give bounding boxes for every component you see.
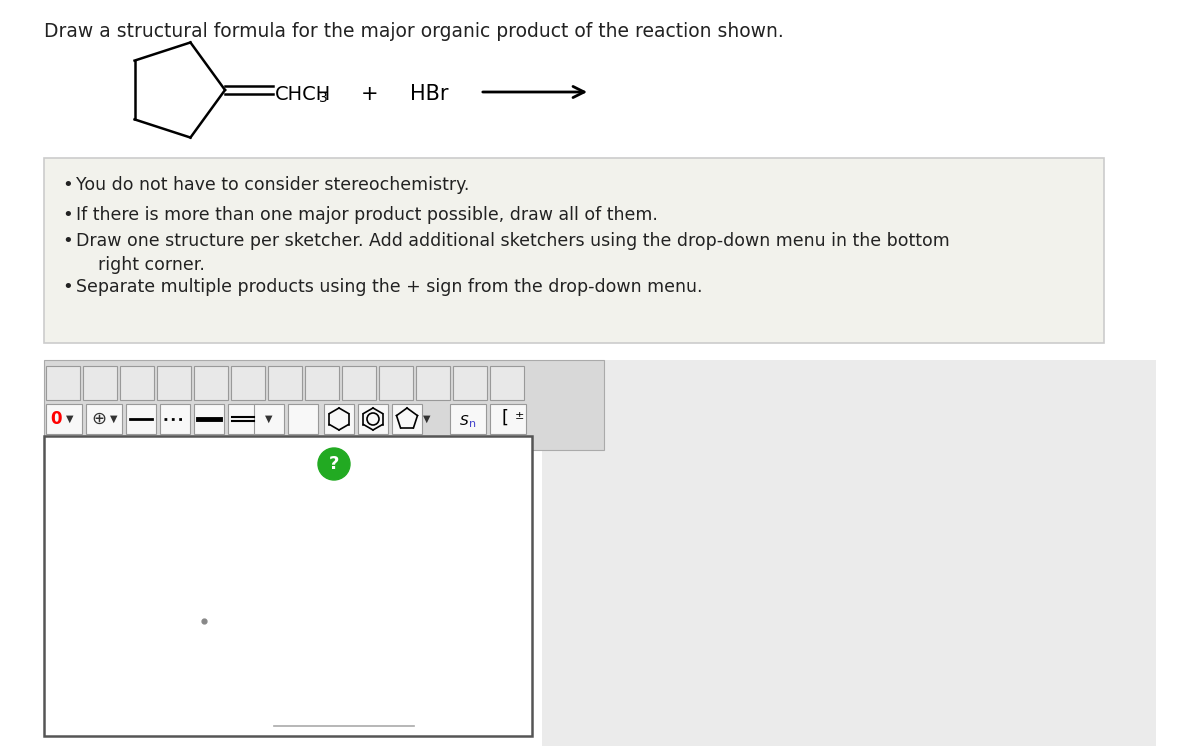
Bar xyxy=(288,404,318,434)
Bar xyxy=(157,366,191,400)
Text: Draw a structural formula for the major organic product of the reaction shown.: Draw a structural formula for the major … xyxy=(44,22,784,41)
Text: HBr: HBr xyxy=(410,84,449,104)
Bar xyxy=(160,404,190,434)
Text: ▼: ▼ xyxy=(66,414,73,424)
Bar xyxy=(454,366,487,400)
Bar xyxy=(324,404,354,434)
Bar xyxy=(416,366,450,400)
Text: ▼: ▼ xyxy=(110,414,118,424)
Text: +: + xyxy=(361,84,379,104)
Text: CHCH: CHCH xyxy=(275,84,331,104)
Bar xyxy=(228,404,258,434)
Circle shape xyxy=(318,448,350,480)
Text: If there is more than one major product possible, draw all of them.: If there is more than one major product … xyxy=(76,206,658,224)
Text: You do not have to consider stereochemistry.: You do not have to consider stereochemis… xyxy=(76,176,469,194)
Bar xyxy=(305,366,340,400)
Text: ?: ? xyxy=(329,455,340,473)
Bar xyxy=(379,366,413,400)
Text: ▼: ▼ xyxy=(265,414,272,424)
Bar xyxy=(44,360,604,450)
Bar xyxy=(126,404,156,434)
Bar xyxy=(44,436,532,736)
Bar xyxy=(44,158,1104,343)
Text: 3: 3 xyxy=(319,91,328,105)
Text: ▼: ▼ xyxy=(424,414,431,424)
Bar xyxy=(46,366,80,400)
Text: •: • xyxy=(62,176,73,194)
Text: n: n xyxy=(469,419,476,429)
Bar xyxy=(490,366,524,400)
Bar xyxy=(83,366,118,400)
Text: •: • xyxy=(62,278,73,296)
Text: right corner.: right corner. xyxy=(76,256,205,274)
Bar xyxy=(86,404,122,434)
Text: 0: 0 xyxy=(50,410,61,428)
Bar xyxy=(342,366,376,400)
Bar xyxy=(120,366,154,400)
Text: ⊕: ⊕ xyxy=(91,410,107,428)
Text: [: [ xyxy=(502,409,509,427)
Bar xyxy=(194,404,224,434)
Text: •: • xyxy=(62,206,73,224)
Bar xyxy=(268,366,302,400)
Text: •: • xyxy=(62,232,73,250)
Bar xyxy=(358,404,388,434)
Bar xyxy=(230,366,265,400)
Bar xyxy=(490,404,526,434)
Text: S: S xyxy=(460,414,469,428)
Bar xyxy=(542,360,1156,746)
Text: Separate multiple products using the + sign from the drop-down menu.: Separate multiple products using the + s… xyxy=(76,278,702,296)
Text: ±: ± xyxy=(515,411,524,421)
Bar xyxy=(254,404,284,434)
Text: Draw one structure per sketcher. Add additional sketchers using the drop-down me: Draw one structure per sketcher. Add add… xyxy=(76,232,949,250)
Bar xyxy=(450,404,486,434)
Bar xyxy=(46,404,82,434)
Bar xyxy=(392,404,422,434)
Bar xyxy=(194,366,228,400)
